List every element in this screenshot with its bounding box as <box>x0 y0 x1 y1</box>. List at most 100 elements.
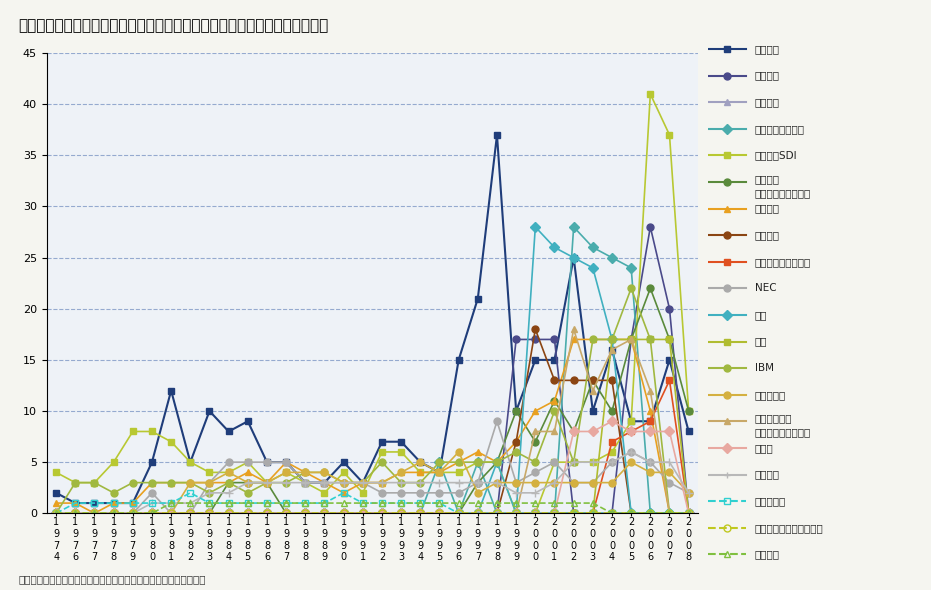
日立 <box>492 510 503 517</box>
松下電工 <box>223 500 235 507</box>
NEC <box>626 448 637 455</box>
工業技術院 <box>358 500 369 507</box>
コダック <box>492 510 503 517</box>
サムソンSDI <box>587 458 599 466</box>
東芝 <box>358 510 369 517</box>
Text: （現パナソニック）: （現パナソニック） <box>755 427 811 437</box>
松下電工 <box>549 500 560 507</box>
半導体エネルギー研究所 <box>453 510 465 517</box>
松下電工 <box>166 500 177 507</box>
シーメンス <box>223 469 235 476</box>
コダック <box>664 510 675 517</box>
Line: シャープ: シャープ <box>53 224 692 517</box>
フラウンホーファー <box>492 510 503 517</box>
Text: 松下電器産業: 松下電器産業 <box>755 414 792 424</box>
NEC <box>70 510 81 517</box>
シャープ <box>492 510 503 517</box>
東芝 <box>319 510 331 517</box>
キャノン <box>396 438 407 445</box>
キャノン <box>376 438 387 445</box>
セイコーエプソン <box>204 510 215 517</box>
三菱電機 <box>166 479 177 486</box>
IBM <box>50 510 61 517</box>
三菱電機 <box>280 458 291 466</box>
サムソンSDI <box>453 469 465 476</box>
半導体エネルギー研究所 <box>280 510 291 517</box>
工業技術院 <box>453 510 465 517</box>
工業技術院 <box>414 500 425 507</box>
松下電器産業
（現パナソニック） <box>568 326 579 333</box>
三洋電機
（現パナソニック） <box>472 479 483 486</box>
三洋電機
（現パナソニック） <box>300 510 311 517</box>
フラウンホーファー <box>626 428 637 435</box>
NEC <box>414 489 425 496</box>
NEC <box>587 479 599 486</box>
工業技術院 <box>146 500 157 507</box>
富士通 <box>280 510 291 517</box>
Line: 日立: 日立 <box>53 336 692 517</box>
シーメンス <box>492 479 503 486</box>
サムソン <box>664 510 675 517</box>
セイコーエプソン <box>510 510 521 517</box>
松下電工 <box>472 500 483 507</box>
コダック <box>128 510 139 517</box>
サムソン <box>376 510 387 517</box>
工業技術院 <box>108 500 119 507</box>
松下電器産業
（現パナソニック） <box>262 510 273 517</box>
サムソンSDI <box>683 408 695 415</box>
シャープ <box>280 510 291 517</box>
日立 <box>108 510 119 517</box>
Text: 太陽光発電技術における国際特許出願トップ２０の企業・機関の時系列変遷: 太陽光発電技術における国際特許出願トップ２０の企業・機関の時系列変遷 <box>19 18 329 32</box>
半導体エネルギー研究所 <box>70 510 81 517</box>
富士通 <box>204 510 215 517</box>
Line: 富士通: 富士通 <box>53 418 692 517</box>
セイコーエプソン <box>645 510 656 517</box>
サムソン <box>453 510 465 517</box>
松下電器産業
（現パナソニック） <box>166 510 177 517</box>
三菱電機 <box>338 489 349 496</box>
日立 <box>645 336 656 343</box>
半導体エネルギー研究所 <box>396 510 407 517</box>
セイコーエプソン <box>396 510 407 517</box>
フラウンホーファー <box>262 510 273 517</box>
松下電工 <box>146 510 157 517</box>
三洋電機
（現パナソニック） <box>242 479 253 486</box>
三洋電機
（現パナソニック） <box>587 377 599 384</box>
シャープ <box>530 336 541 343</box>
三菱電機 <box>376 479 387 486</box>
IBM <box>184 479 196 486</box>
NEC <box>530 469 541 476</box>
IBM <box>300 469 311 476</box>
松下電器産業
（現パナソニック） <box>128 510 139 517</box>
セイコーエプソン <box>262 510 273 517</box>
シャープ <box>338 510 349 517</box>
シーメンス <box>319 469 331 476</box>
IBM <box>242 489 253 496</box>
NEC <box>166 510 177 517</box>
三洋電機
（現パナソニック） <box>50 510 61 517</box>
シャープ <box>146 510 157 517</box>
富士通 <box>300 510 311 517</box>
日立 <box>549 510 560 517</box>
三菱電機 <box>453 458 465 466</box>
日立 <box>664 336 675 343</box>
セイコーエプソン <box>587 244 599 251</box>
コダック <box>88 510 100 517</box>
サムソンSDI <box>414 469 425 476</box>
松下電器産業
（現パナソニック） <box>319 510 331 517</box>
サムソン <box>414 510 425 517</box>
半導体エネルギー研究所 <box>108 510 119 517</box>
NEC <box>434 489 445 496</box>
半導体エネルギー研究所 <box>262 510 273 517</box>
松下電器産業
（現パナソニック） <box>50 510 61 517</box>
日立 <box>223 510 235 517</box>
NEC <box>262 458 273 466</box>
松下電器産業
（現パナソニック） <box>376 510 387 517</box>
NEC <box>88 510 100 517</box>
IBM <box>88 479 100 486</box>
シャープ <box>510 336 521 343</box>
富士通 <box>184 510 196 517</box>
フラウンホーファー <box>184 510 196 517</box>
IBM <box>530 458 541 466</box>
IBM <box>396 479 407 486</box>
